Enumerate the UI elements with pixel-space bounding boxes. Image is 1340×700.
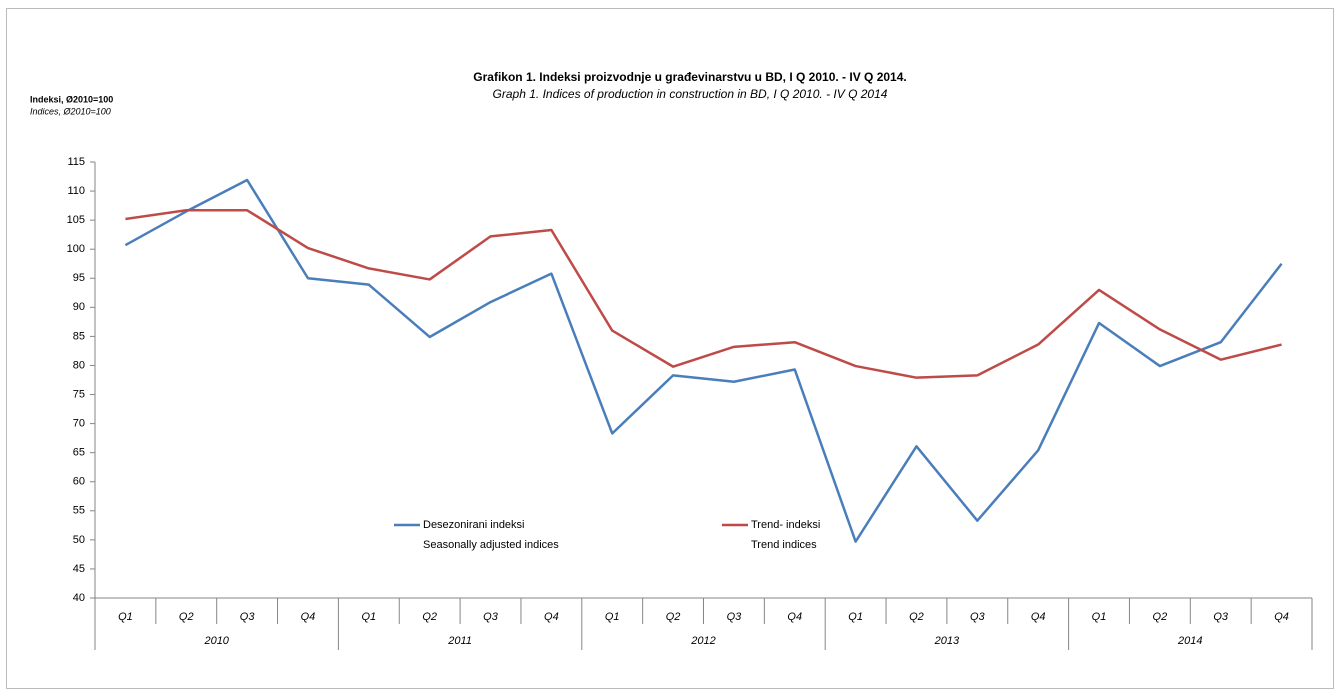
legend-label: Trend- indeksi (751, 519, 820, 531)
x-group-label: 2014 (1177, 635, 1202, 647)
x-tick-label: Q1 (361, 611, 376, 623)
y-tick-label: 60 (73, 476, 85, 488)
x-tick-label: Q4 (1274, 611, 1289, 623)
x-tick-label: Q4 (301, 611, 316, 623)
y-tick-label: 70 (73, 418, 85, 430)
x-tick-label: Q1 (848, 611, 863, 623)
x-tick-label: Q4 (787, 611, 802, 623)
x-tick-label: Q2 (179, 611, 194, 623)
chart-subtitle: Graph 1. Indices of production in constr… (493, 87, 888, 101)
x-tick-label: Q3 (240, 611, 256, 623)
y-tick-label: 45 (73, 563, 85, 575)
x-tick-label: Q3 (1213, 611, 1229, 623)
x-tick-label: Q2 (909, 611, 924, 623)
y-tick-label: 40 (73, 592, 85, 604)
y-tick-label: 105 (67, 214, 85, 226)
x-group-label: 2012 (690, 635, 715, 647)
series-line (125, 209, 1282, 379)
y-tick-label: 55 (73, 505, 85, 517)
x-group-label: 2010 (203, 635, 229, 647)
y-tick-label: 65 (73, 447, 85, 459)
x-tick-label: Q2 (1153, 611, 1168, 623)
x-tick-label: Q3 (483, 611, 499, 623)
series-line (124, 178, 1283, 543)
x-tick-label: Q1 (1092, 611, 1107, 623)
legend-label-en: Trend indices (751, 539, 817, 551)
y-tick-label: 75 (73, 388, 85, 400)
y-axis-label: Indeksi, Ø2010=100 (30, 94, 113, 104)
legend-label-en: Seasonally adjusted indices (423, 539, 559, 551)
y-tick-label: 50 (73, 534, 85, 546)
y-tick-label: 95 (73, 272, 85, 284)
y-axis-label-en: Indices, Ø2010=100 (30, 106, 111, 116)
y-tick-label: 115 (67, 156, 85, 168)
legend-label: Desezonirani indeksi (423, 519, 525, 531)
y-tick-label: 85 (73, 330, 85, 342)
x-tick-label: Q1 (118, 611, 133, 623)
x-tick-label: Q3 (727, 611, 743, 623)
y-tick-label: 80 (73, 359, 85, 371)
y-tick-label: 110 (67, 185, 85, 197)
y-tick-label: 90 (73, 301, 85, 313)
x-tick-label: Q4 (1031, 611, 1046, 623)
x-tick-label: Q4 (544, 611, 559, 623)
x-tick-label: Q2 (666, 611, 681, 623)
x-tick-label: Q3 (970, 611, 986, 623)
x-tick-label: Q2 (422, 611, 437, 623)
x-group-label: 2013 (934, 635, 960, 647)
y-tick-label: 100 (67, 243, 85, 255)
x-group-label: 2011 (447, 635, 472, 647)
chart-title: Grafikon 1. Indeksi proizvodnje u građev… (473, 70, 906, 84)
frame (6, 8, 1334, 689)
x-tick-label: Q1 (605, 611, 620, 623)
